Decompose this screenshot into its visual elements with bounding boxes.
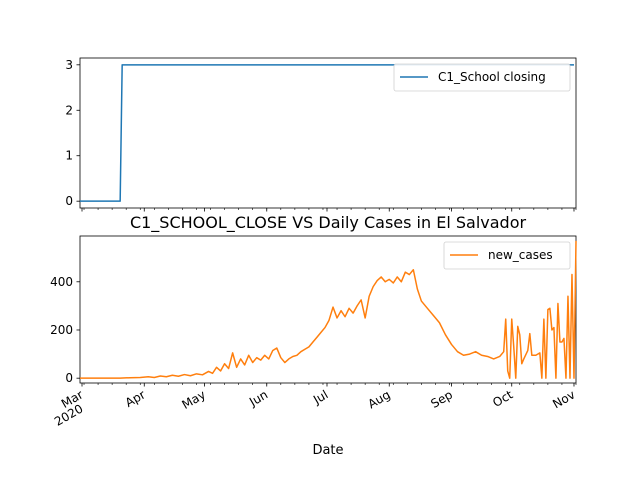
x-tick-label: Oct [490,387,515,410]
bottom-legend: new_cases [443,241,571,270]
x-tick-label: Jul [310,387,330,407]
bottom-y-tick-label: 200 [50,323,73,337]
x-tick-label: Aug [365,387,392,411]
top-series-group [80,64,574,202]
bottom-legend-label: new_cases [488,248,553,262]
x-tick-label: Nov [550,387,577,411]
top-y-tick-label: 2 [65,103,73,117]
top-y-ticks: 0 1 2 3 [65,58,80,208]
bottom-y-ticks: 0 200 400 [50,275,80,385]
x-tick-label: Jun [246,387,270,409]
chart-title: C1_SCHOOL_CLOSE VS Daily Cases in El Sal… [130,213,527,233]
top-series-line-0 [80,64,574,202]
top-x-ticks [81,208,577,212]
x-tick-label: May [180,387,208,412]
bottom-chart: C1_SCHOOL_CLOSE VS Daily Cases in El Sal… [50,213,577,458]
x-tick-label: Sep [428,387,455,410]
bottom-y-tick-label: 400 [50,275,73,289]
bottom-series-group [80,240,577,379]
bottom-y-tick-label: 0 [65,371,73,385]
bottom-legend-box [443,241,571,270]
top-y-tick-label: 3 [65,58,73,72]
x-tick-label: Apr [123,387,148,410]
bottom-series-line-0 [80,240,577,379]
top-chart: 0 1 2 3 C1_School closing [65,57,577,212]
x-axis-label: Date [312,443,343,458]
top-y-tick-label: 1 [65,149,73,163]
top-legend-label: C1_School closing [438,70,546,84]
top-legend: C1_School closing [393,63,571,92]
top-y-tick-label: 0 [65,194,73,208]
top-legend-box [393,63,571,92]
